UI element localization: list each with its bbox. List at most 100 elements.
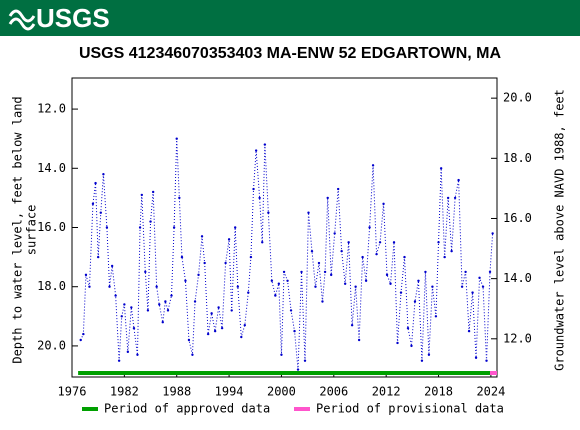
legend-label: Period of provisional data [316, 402, 504, 416]
data-point [460, 285, 464, 288]
data-point [321, 300, 324, 303]
data-point [217, 306, 220, 309]
data-point [224, 261, 227, 265]
data-point [99, 211, 102, 214]
data-point [326, 196, 329, 200]
data-point [206, 332, 210, 336]
y-axis-label: surface [25, 205, 39, 256]
data-point [378, 241, 382, 244]
data-line [80, 138, 494, 370]
data-point [417, 279, 420, 282]
data-point [146, 309, 150, 312]
header-band [0, 0, 580, 36]
data-point [410, 344, 413, 348]
data-point [371, 164, 375, 167]
data-point [336, 187, 340, 191]
data-point [96, 255, 100, 259]
data-point [227, 238, 231, 241]
data-point [424, 270, 427, 274]
data-point [193, 300, 197, 303]
data-point [138, 226, 142, 229]
data-point [88, 285, 91, 288]
data-point [220, 326, 224, 330]
x-tick-label: 1982 [110, 385, 139, 399]
data-point [427, 353, 431, 356]
data-point [178, 196, 181, 200]
data-point [310, 249, 314, 253]
data-point [233, 226, 237, 229]
data-point [200, 235, 204, 238]
data-point [267, 211, 270, 214]
data-point [243, 323, 246, 327]
x-tick-label: 2024 [476, 385, 505, 399]
data-point [247, 291, 250, 294]
data-point [130, 306, 133, 309]
data-point [382, 202, 385, 206]
data-point [282, 270, 286, 274]
data-point [161, 321, 164, 324]
data-point [166, 309, 170, 312]
data-point [357, 338, 361, 342]
data-point [347, 241, 350, 244]
data-point [350, 323, 354, 327]
data-point [280, 353, 283, 356]
data-point [293, 329, 296, 333]
data-point [172, 226, 176, 229]
data-point [481, 285, 485, 288]
data-point [258, 196, 261, 200]
data-point [364, 279, 368, 282]
data-point [453, 196, 457, 200]
data-point [274, 294, 277, 297]
data-point [140, 193, 144, 197]
data-point [420, 359, 424, 362]
data-point [254, 149, 258, 152]
data-point [474, 356, 478, 359]
data-point [406, 326, 410, 330]
y-tick-label: 20.0 [37, 338, 66, 352]
data-point [434, 315, 438, 318]
y2-axis-label: Groundwater level above NAVD 1988, feet [553, 89, 567, 371]
data-point [108, 285, 111, 288]
y2-tick-label: 14.0 [503, 271, 532, 285]
logo-waves [8, 9, 36, 31]
data-point [132, 326, 136, 330]
y-tick-label: 12.0 [37, 102, 66, 116]
data-point [91, 202, 95, 206]
data-point [126, 350, 130, 354]
data-point [286, 279, 289, 282]
data-point [303, 359, 307, 362]
data-point [105, 226, 109, 229]
data-point [464, 270, 467, 274]
data-point [102, 173, 105, 176]
data-point [187, 338, 191, 342]
data-point [175, 137, 178, 140]
y2-tick-label: 12.0 [503, 331, 532, 345]
x-tick-label: 2018 [424, 385, 453, 399]
x-tick-label: 1994 [215, 385, 244, 399]
data-point [399, 291, 403, 294]
data-point [136, 353, 139, 356]
data-point [389, 282, 392, 285]
data-point [170, 294, 173, 297]
data-point [333, 232, 336, 235]
data-point [203, 261, 206, 265]
data-point [478, 276, 481, 280]
data-point [488, 270, 492, 274]
data-point [403, 255, 406, 259]
data-point [385, 273, 389, 277]
data-point [413, 300, 417, 303]
data-point [471, 291, 474, 294]
x-tick-label: 2012 [372, 385, 401, 399]
data-point [114, 294, 117, 297]
data-point [457, 178, 460, 182]
x-tick-label: 1988 [162, 385, 191, 399]
data-point [261, 241, 264, 244]
data-point [164, 300, 167, 303]
data-point [191, 353, 194, 356]
y-tick-label: 16.0 [37, 220, 66, 234]
data-point [270, 279, 274, 282]
data-point [79, 338, 82, 342]
y2-tick-label: 18.0 [503, 151, 532, 165]
data-point [450, 249, 453, 253]
